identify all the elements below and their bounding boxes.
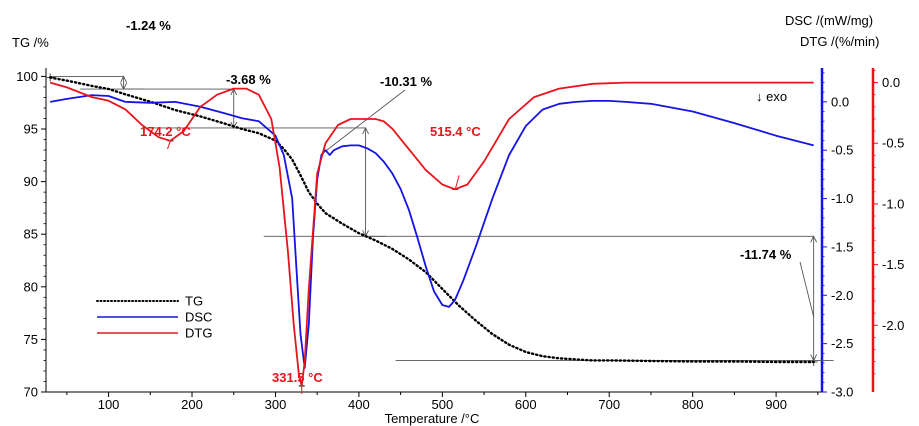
dsc-tick-label: -3.0: [831, 385, 853, 400]
dsc-tick-label: -1.0: [831, 191, 853, 206]
x-tick-label: 900: [765, 397, 787, 412]
exo-label: ↓ exo: [756, 89, 787, 104]
tg-tick-label: 85: [24, 227, 38, 242]
legend-label-tg: TG: [185, 294, 203, 309]
mass-loss-arrowhead-up: [120, 75, 128, 83]
dsc-tick-label: 0.0: [831, 94, 849, 109]
legend-label-dsc: DSC: [185, 310, 212, 325]
x-tick-label: 200: [181, 397, 203, 412]
dsc-tick-label: -2.0: [831, 288, 853, 303]
series-line-dtg: [49, 81, 814, 387]
dtg-axis-label: DTG /(%/min): [800, 34, 879, 49]
tg-tick-label: 70: [24, 385, 38, 400]
x-tick-label: 800: [682, 397, 704, 412]
series-line-tg: [49, 76, 815, 364]
peak-label: 515.4 °C: [430, 124, 481, 139]
mass-loss-arrowhead-up: [362, 126, 369, 135]
x-tick-label: 400: [348, 397, 370, 412]
mass-loss-label: -11.74 %: [740, 247, 792, 262]
peak-label: 174.2 °C: [140, 124, 191, 139]
dtg-tick-label: -2.0: [882, 318, 904, 333]
mass-loss-label: -1.24 %: [126, 18, 171, 33]
mass-loss-label: -10.31 %: [380, 74, 432, 89]
peak-leader: [167, 140, 171, 149]
axes-layer: 100 200 300 400 500 600 700 800 900 70 75 80 85 90 95 1…: [16, 68, 904, 412]
dtg-tick-label: 0.0: [882, 75, 900, 90]
peak-leader: [454, 175, 460, 190]
x-axis-label: Temperature /°C: [385, 411, 480, 426]
tg-tick-label: 80: [24, 279, 38, 294]
dtg-tick-label: -1.5: [882, 257, 904, 272]
mass-loss-label: -3.68 %: [226, 72, 271, 87]
peak-label: 331.5 °C: [272, 370, 323, 385]
mass-loss-leader: [799, 261, 815, 317]
tg-axis-label: TG /%: [12, 35, 49, 50]
series-layer: [49, 76, 815, 387]
dsc-tick-label: -1.5: [831, 239, 853, 254]
mass-loss-arrowhead-up: [810, 235, 818, 243]
dsc-tick-label: -2.5: [831, 336, 853, 351]
tg-tick-label: 90: [24, 174, 38, 189]
x-tick-label: 600: [515, 397, 537, 412]
tg-tick-label: 95: [24, 122, 38, 137]
tg-tick-label: 75: [24, 332, 38, 347]
dsc-axis-label: DSC /(mW/mg): [785, 13, 873, 28]
series-line-dsc: [50, 94, 814, 369]
mass-loss-leader: [325, 89, 406, 152]
x-tick-label: 700: [598, 397, 620, 412]
dtg-tick-label: -0.5: [882, 136, 904, 151]
dsc-tick-label: -0.5: [831, 143, 853, 158]
x-tick-label: 100: [98, 397, 120, 412]
x-tick-label: 500: [431, 397, 453, 412]
dtg-tick-label: -1.0: [882, 196, 904, 211]
x-tick-label: 300: [265, 397, 287, 412]
tg-tick-label: 100: [16, 69, 38, 84]
text-layer: TG /% DSC /(mW/mg) DTG /(%/min) Temperat…: [12, 13, 879, 426]
legend-label-dtg: DTG: [185, 326, 212, 341]
